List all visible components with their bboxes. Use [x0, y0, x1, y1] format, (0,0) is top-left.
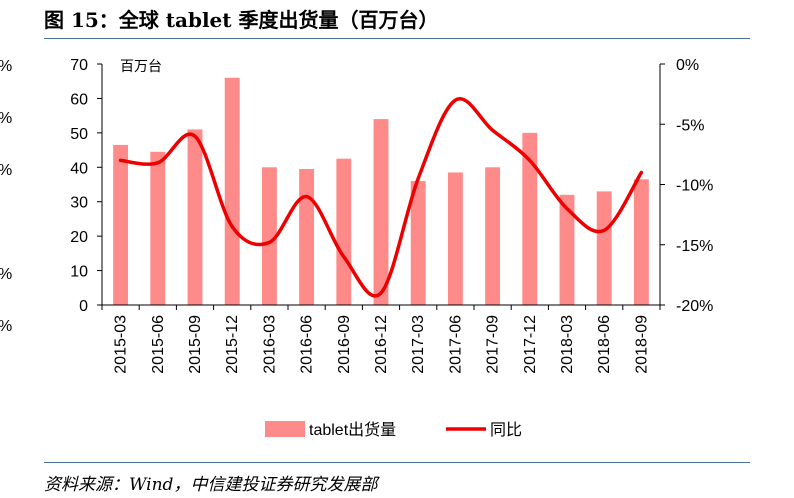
- bar: [336, 158, 352, 305]
- bottom-rule: [44, 462, 750, 463]
- left-tick-label: 70: [70, 57, 88, 74]
- left-tick-label: 50: [70, 126, 88, 143]
- clipped-tick-label: %: [0, 162, 12, 180]
- bar: [485, 167, 501, 305]
- x-tick-label: 2015-03: [113, 315, 130, 374]
- bar: [113, 144, 129, 305]
- left-tick-label: 30: [70, 195, 88, 212]
- clipped-tick-label: %: [0, 58, 12, 76]
- clipped-tick-label: %: [0, 318, 12, 336]
- x-tick-label: 2015-12: [224, 315, 241, 374]
- bar: [596, 191, 612, 305]
- x-tick-label: 2018-06: [596, 315, 613, 374]
- right-tick-label: -10%: [676, 178, 713, 195]
- source-note: 资料来源：Wind，中信建投证券研究发展部: [44, 475, 378, 495]
- x-tick-label: 2017-03: [410, 315, 427, 374]
- left-tick-label: 0: [79, 298, 88, 315]
- bar: [373, 119, 389, 305]
- bar: [299, 169, 315, 305]
- bar: [187, 129, 203, 305]
- right-tick-label: -15%: [676, 238, 713, 255]
- bar: [633, 179, 649, 305]
- x-tick-label: 2017-09: [485, 315, 502, 374]
- bar: [522, 132, 538, 305]
- x-tick-label: 2016-12: [373, 315, 390, 374]
- unit-label: 百万台: [120, 58, 162, 74]
- left-tick-label: 20: [70, 229, 88, 246]
- bar: [410, 181, 426, 305]
- x-tick-label: 2017-06: [447, 315, 464, 374]
- legend-label-bars: tablet出货量: [309, 421, 396, 439]
- x-tick-label: 2016-06: [299, 315, 316, 374]
- x-tick-label: 2015-09: [187, 315, 204, 374]
- bar: [224, 77, 240, 306]
- left-tick-label: 60: [70, 91, 88, 108]
- top-rule: [44, 38, 750, 39]
- bar: [261, 167, 277, 305]
- right-tick-label: 0%: [676, 57, 699, 74]
- x-tick-label: 2016-09: [336, 315, 353, 374]
- bar: [150, 151, 166, 305]
- bar: [559, 194, 575, 305]
- bar: [447, 172, 463, 305]
- left-tick-label: 10: [70, 264, 88, 281]
- legend-swatch-bars: [265, 421, 305, 437]
- x-tick-label: 2015-06: [150, 315, 167, 374]
- legend-label-line: 同比: [490, 421, 522, 439]
- x-tick-label: 2016-03: [261, 315, 278, 374]
- clipped-tick-label: %: [0, 110, 12, 128]
- x-tick-label: 2018-09: [633, 315, 650, 374]
- x-tick-label: 2018-03: [559, 315, 576, 374]
- left-tick-label: 40: [70, 160, 88, 177]
- right-tick-label: -20%: [676, 298, 713, 315]
- x-tick-label: 2017-12: [522, 315, 539, 374]
- right-tick-label: -5%: [676, 117, 704, 134]
- clipped-tick-label: %: [0, 266, 12, 284]
- figure-title: 图 15：全球 tablet 季度出货量（百万台）: [44, 8, 439, 32]
